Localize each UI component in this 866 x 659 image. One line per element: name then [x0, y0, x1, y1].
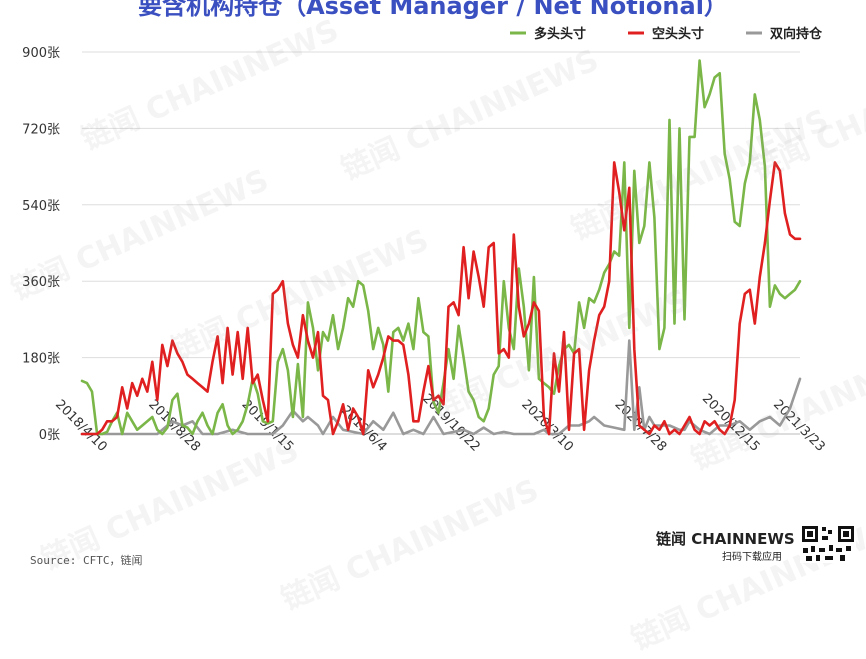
brand-logo: 链闻 CHAINNEWS: [656, 530, 795, 548]
legend-label: 双向持仓: [770, 26, 823, 42]
legend-label: 空头头寸: [652, 26, 704, 42]
y-tick-label: 900张: [22, 46, 60, 61]
series-line-2: [80, 339, 802, 436]
legend-label: 多头头寸: [534, 26, 586, 42]
source-note: Source: CFTC，链闻: [30, 554, 143, 567]
chart-title: 要含机构持仓（Asset Manager / Net Notional）: [138, 0, 728, 20]
series-line-1: [80, 161, 802, 436]
qr-code-icon: [800, 524, 856, 563]
y-tick-label: 540张: [22, 199, 60, 214]
brand-subtitle: 扫码下载应用: [722, 552, 782, 563]
y-tick-label: 720张: [22, 122, 60, 137]
y-tick-label: 180张: [22, 352, 60, 367]
series-layer: [80, 59, 802, 436]
legend: 多头头寸 空头头寸 双向持仓: [510, 26, 823, 42]
x-tick-label: 2018/4/10: [52, 397, 110, 455]
y-tick-label: 0张: [39, 428, 60, 443]
y-tick-label: 360张: [22, 275, 60, 290]
y-axis: 0张 180张 360张 540张 720张 900张: [22, 46, 60, 443]
